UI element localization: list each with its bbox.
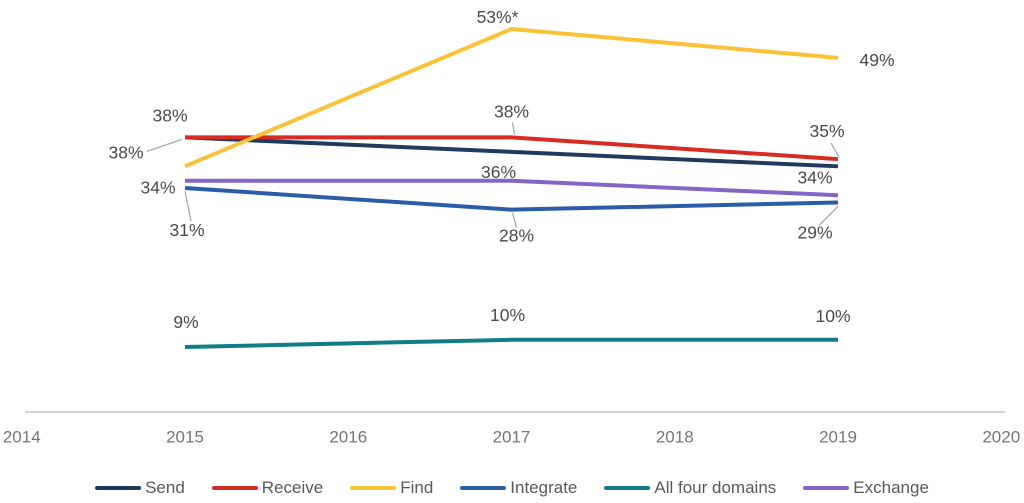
point-label-all-four-domains-2019: 10% bbox=[815, 306, 850, 326]
legend-label: Find bbox=[400, 478, 434, 497]
chart-legend: Send Receive Find Integrate All four domains… bbox=[0, 474, 1024, 502]
x-axis-tick-2020: 2020 bbox=[982, 428, 1020, 447]
legend-swatch-all-four-domains bbox=[604, 486, 651, 490]
legend-label: Receive bbox=[261, 478, 324, 497]
point-label-find-2015: 34% bbox=[140, 177, 175, 197]
x-axis-tick-2019: 2019 bbox=[819, 428, 857, 447]
legend-label: Send bbox=[145, 478, 185, 497]
legend-item-exchange: Exchange bbox=[803, 478, 929, 498]
point-label-integrate-2019: 29% bbox=[797, 222, 832, 242]
legend-item-find: Find bbox=[350, 478, 433, 498]
x-axis-tick-2017: 2017 bbox=[493, 428, 531, 447]
legend-swatch-receive bbox=[211, 486, 258, 490]
series-line-exchange bbox=[185, 178, 839, 198]
point-label-integrate-2017: 28% bbox=[499, 226, 534, 246]
series-line-find bbox=[184, 26, 839, 169]
legend-item-integrate: Integrate bbox=[460, 478, 577, 498]
x-axis-tick-2016: 2016 bbox=[329, 428, 367, 447]
series-line-integrate bbox=[184, 185, 839, 212]
point-label-receive-2019: 35% bbox=[809, 121, 844, 141]
series-line-receive bbox=[185, 135, 839, 162]
label-leader bbox=[818, 205, 839, 226]
point-label-receive-2015: 38% bbox=[152, 105, 187, 125]
point-label-find-2019: 49% bbox=[859, 50, 894, 70]
point-label-receive-2017: 38% bbox=[494, 101, 529, 121]
point-label-send-2017: 36% bbox=[481, 162, 516, 182]
label-leader bbox=[830, 142, 840, 158]
point-label-find-2017: 53%* bbox=[477, 7, 519, 27]
point-label-all-four-domains-2015: 9% bbox=[173, 312, 198, 332]
label-leader bbox=[511, 122, 516, 135]
point-label-send-2019: 34% bbox=[797, 167, 832, 187]
point-label-all-four-domains-2017: 10% bbox=[490, 305, 525, 325]
point-label-integrate-2015: 31% bbox=[169, 220, 204, 240]
series-line-all-four-domains bbox=[184, 337, 838, 349]
x-axis-tick-2015: 2015 bbox=[166, 428, 204, 447]
legend-label: All four domains bbox=[654, 478, 777, 497]
label-leader bbox=[184, 190, 192, 222]
label-leader bbox=[146, 138, 183, 153]
legend-item-receive: Receive bbox=[211, 478, 324, 498]
line-chart: 2014 2015 2016 2017 2018 2019 2020 38% 38% 34% 31%… bbox=[3, 7, 1020, 447]
label-leader bbox=[511, 212, 518, 228]
legend-label: Integrate bbox=[510, 478, 578, 497]
legend-swatch-exchange bbox=[803, 486, 850, 490]
series-line-send bbox=[184, 135, 839, 169]
point-label-send-2015: 38% bbox=[108, 142, 143, 162]
legend-swatch-send bbox=[95, 486, 142, 490]
legend-label: Exchange bbox=[853, 478, 929, 497]
x-axis-tick-2014: 2014 bbox=[3, 428, 41, 447]
legend-swatch-find bbox=[350, 486, 397, 490]
legend-item-all-four-domains: All four domains bbox=[604, 478, 776, 498]
legend-swatch-integrate bbox=[460, 486, 507, 490]
x-axis-tick-2018: 2018 bbox=[656, 428, 694, 447]
legend-item-send: Send bbox=[95, 478, 185, 498]
